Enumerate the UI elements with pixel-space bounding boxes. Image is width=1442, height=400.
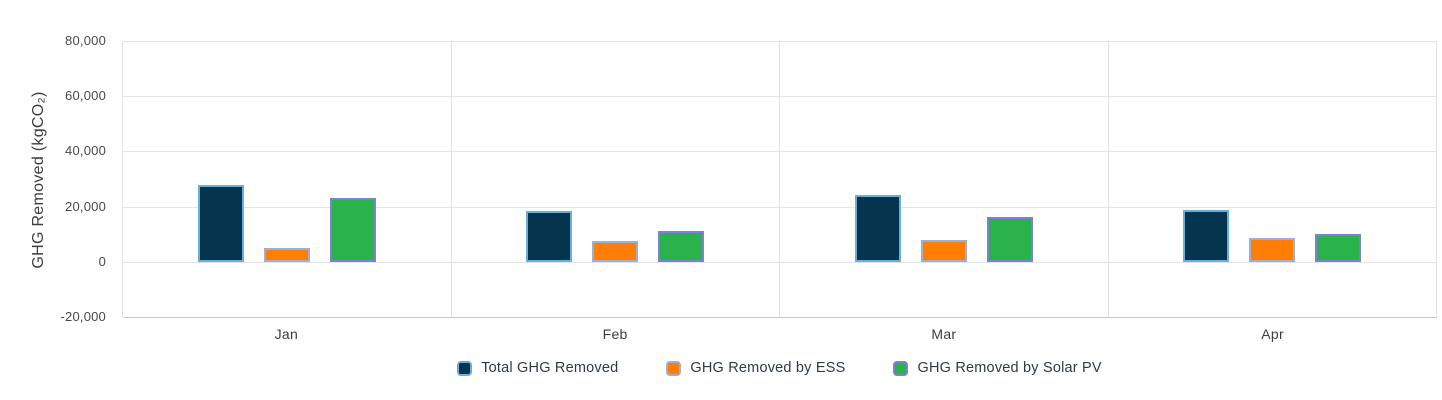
bar-group: [123, 185, 451, 262]
x-label-apr: Apr: [1261, 326, 1284, 342]
bar-group: [1109, 210, 1437, 262]
x-label-jan: Jan: [274, 326, 299, 342]
bar-apr-total-ghg-removed: [1183, 210, 1230, 262]
y-tick-label: -20,000: [60, 309, 106, 324]
legend-label: Total GHG Removed: [481, 360, 619, 376]
legend-item-ghg-removed-by-solar-pv[interactable]: GHG Removed by Solar PV: [893, 360, 1102, 376]
bar-mar-total-ghg-removed: [854, 195, 901, 262]
legend-label: GHG Removed by ESS: [690, 360, 846, 376]
x-label-mar: Mar: [931, 326, 957, 342]
gridline: [123, 151, 1437, 152]
gridline: [123, 207, 1437, 208]
panel-feb: [452, 41, 780, 317]
gridline: [123, 262, 1437, 263]
x-label-feb: Feb: [602, 326, 628, 342]
y-tick-label: 40,000: [65, 143, 106, 159]
bar-feb-ghg-removed-by-solar-pv: [658, 231, 705, 262]
y-tick-label: 60,000: [65, 88, 106, 104]
bar-feb-total-ghg-removed: [526, 211, 573, 262]
y-tick-label: 20,000: [65, 198, 106, 214]
bar-group: [452, 211, 780, 262]
chart-legend: Total GHG Removed GHG Removed by ESS GHG R…: [122, 360, 1437, 376]
category-panels: [123, 41, 1437, 317]
bar-apr-ghg-removed-by-ess: [1249, 238, 1296, 262]
panel-mar: [780, 41, 1109, 317]
legend-swatch: [666, 360, 682, 376]
plot-area: [122, 41, 1437, 318]
bar-group: [780, 195, 1108, 262]
y-tick-label: 0: [98, 253, 106, 269]
x-axis-line: [123, 317, 1437, 318]
bar-jan-ghg-removed-by-ess: [263, 248, 310, 262]
panel-apr: [1109, 41, 1437, 317]
legend-label: GHG Removed by Solar PV: [917, 360, 1102, 376]
panel-jan: [123, 41, 452, 317]
gridline: [123, 41, 1437, 42]
bar-feb-ghg-removed-by-ess: [592, 241, 639, 262]
legend-item-ghg-removed-by-ess[interactable]: GHG Removed by ESS: [666, 360, 845, 376]
bar-jan-total-ghg-removed: [197, 185, 244, 262]
bar-mar-ghg-removed-by-ess: [920, 240, 967, 262]
legend-swatch: [457, 360, 473, 376]
bar-apr-ghg-removed-by-solar-pv: [1315, 234, 1362, 262]
legend-item-total-ghg-removed[interactable]: Total GHG Removed: [457, 360, 618, 376]
y-tick-label: 80,000: [65, 33, 106, 48]
legend-swatch: [893, 360, 909, 376]
bar-mar-ghg-removed-by-solar-pv: [986, 217, 1033, 262]
y-axis-title: GHG Removed (kgCO₂): [30, 91, 47, 269]
bar-jan-ghg-removed-by-solar-pv: [329, 198, 376, 262]
gridline: [123, 96, 1437, 97]
x-axis-labels: Jan Feb Mar Apr: [122, 326, 1437, 342]
